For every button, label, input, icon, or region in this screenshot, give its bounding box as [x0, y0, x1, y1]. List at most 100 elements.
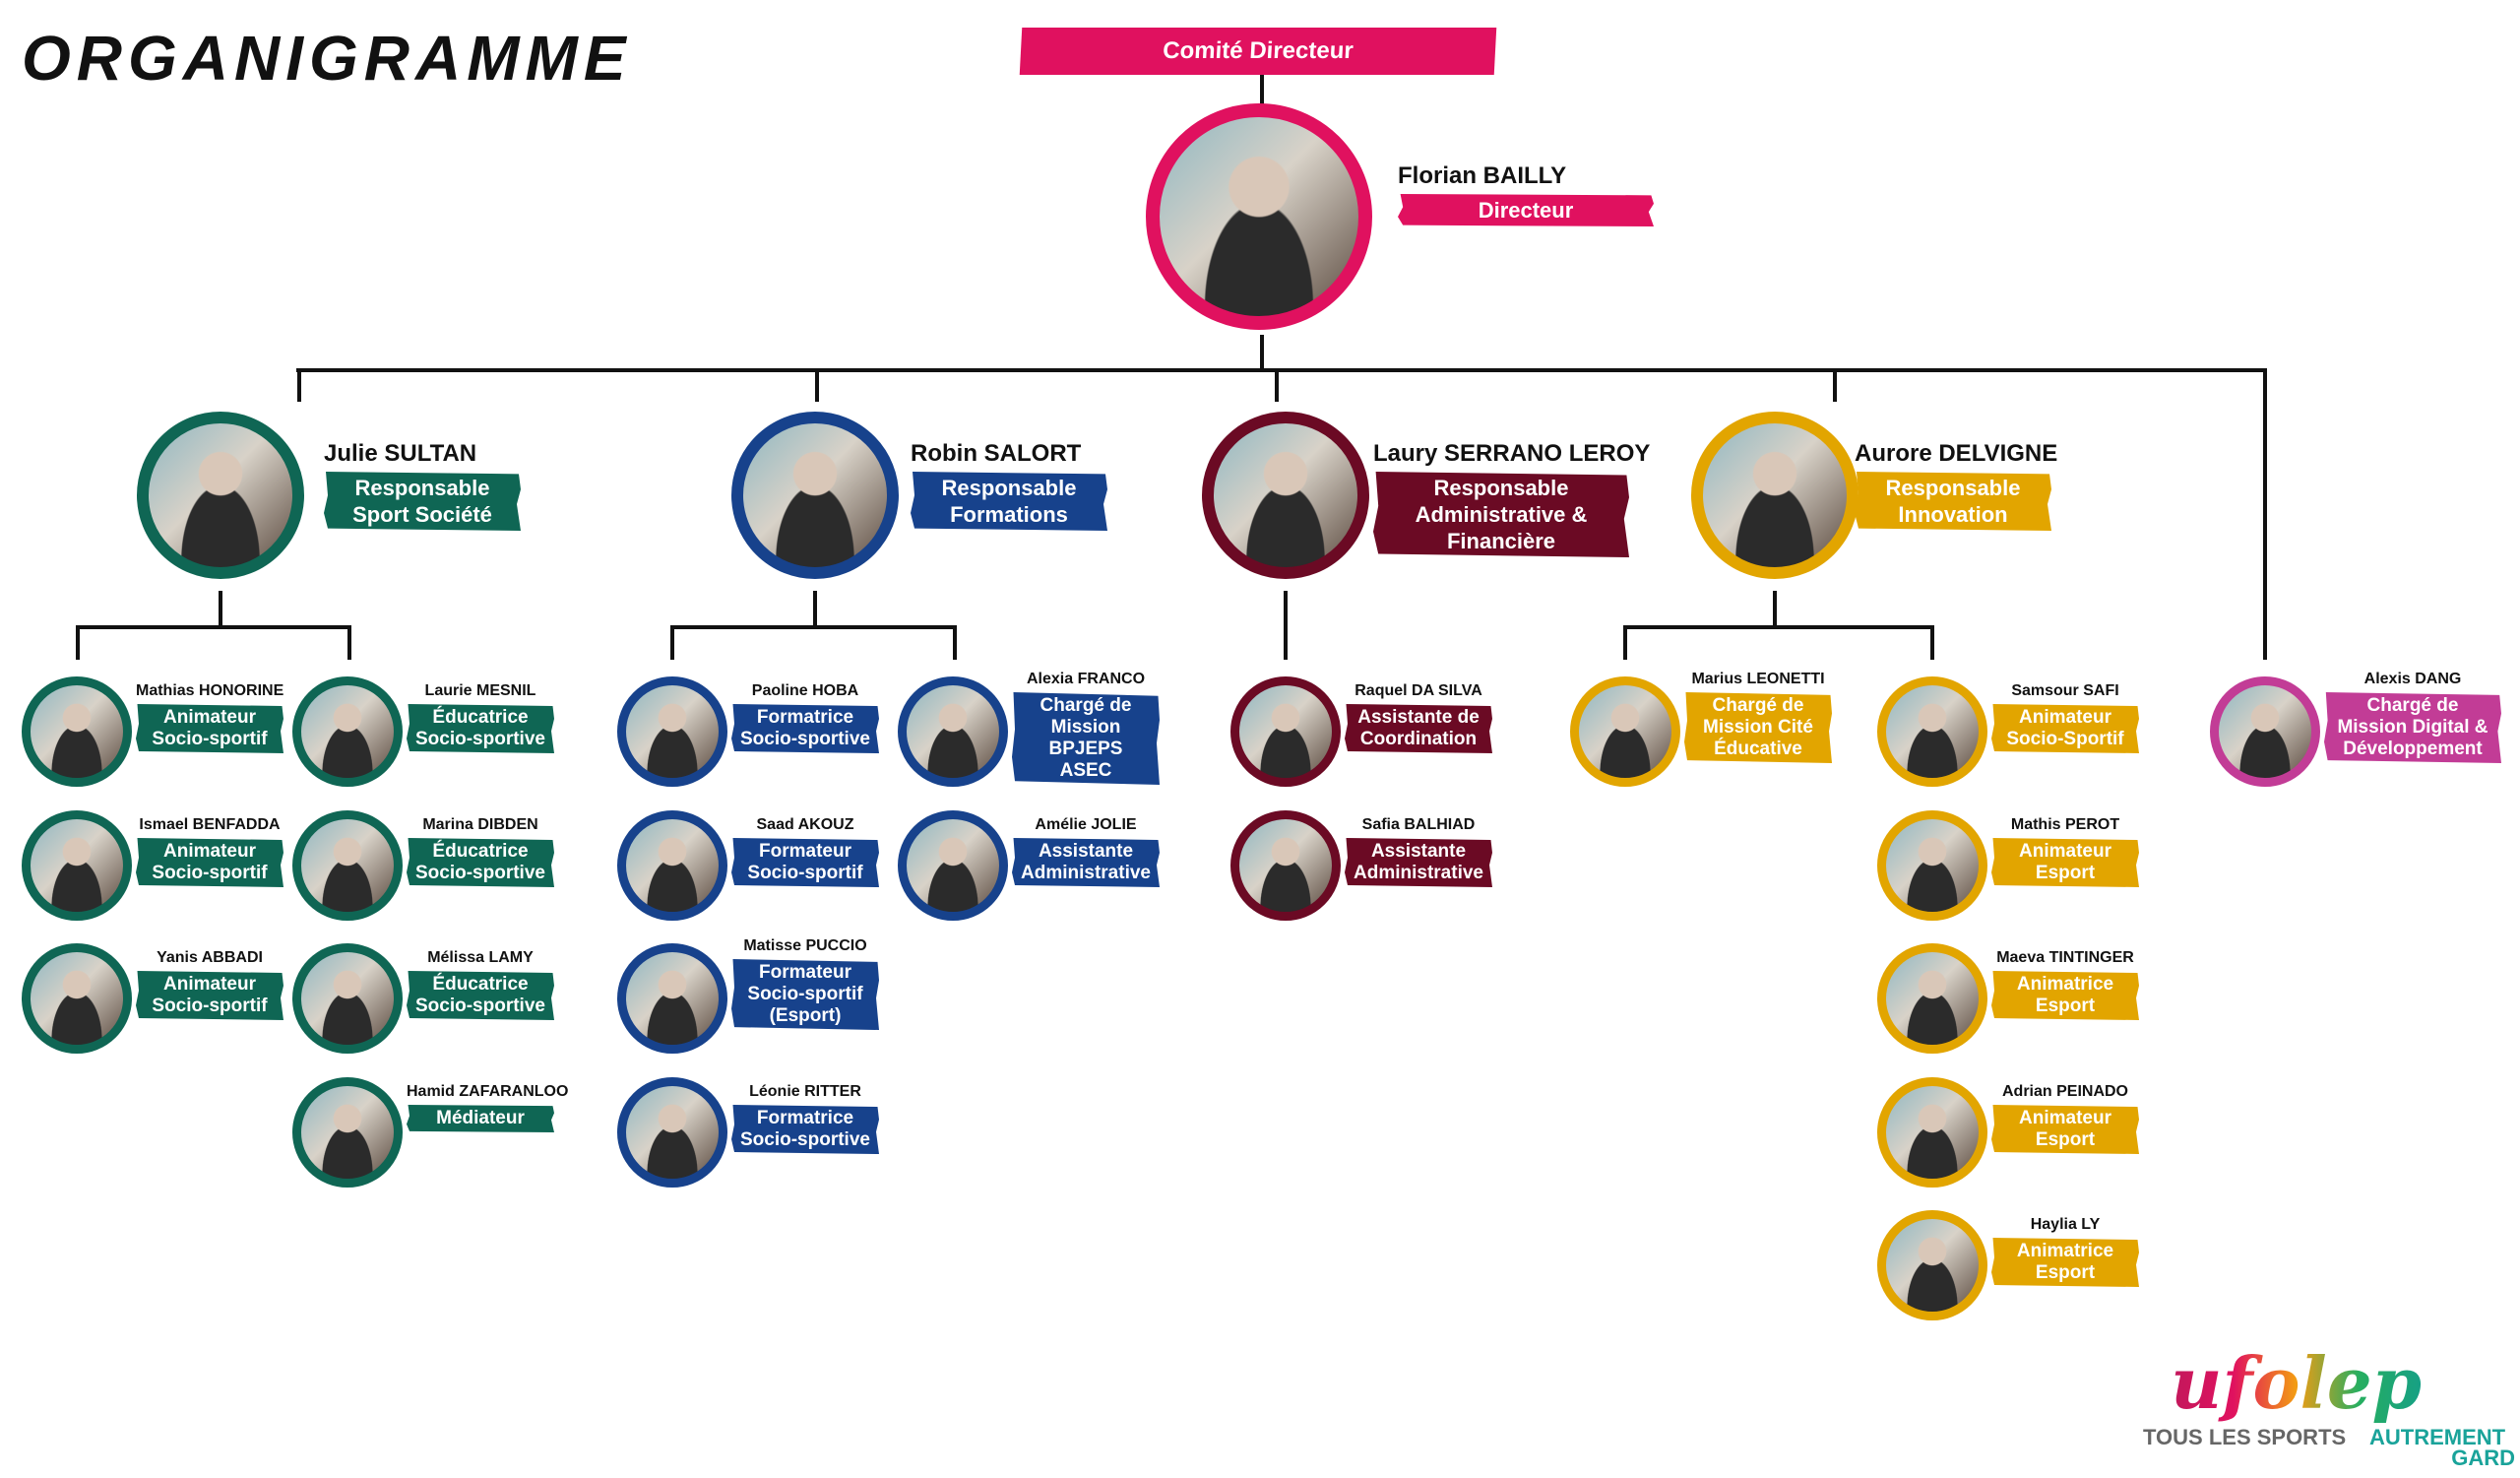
avatar-photo [292, 943, 403, 1054]
person-name: Marina DIBDEN [422, 816, 538, 833]
staff-card: Samsour SAFI Animateur Socio-Sportif [1991, 682, 2139, 753]
person-name: Aurore DELVIGNE [1855, 440, 2058, 467]
manager-card: Laury SERRANO LEROY Responsable Administr… [1373, 440, 1651, 557]
person-name: Safia BALHIAD [1361, 816, 1476, 833]
manager-card: Robin SALORT Responsable Formations [911, 440, 1107, 531]
avatar-photo [1146, 103, 1372, 330]
connector-line [219, 591, 222, 627]
avatar-photo [137, 412, 304, 579]
connector-line [1260, 335, 1264, 370]
avatar-photo [292, 810, 403, 921]
connector-line [815, 368, 819, 402]
manager-card: Aurore DELVIGNE Responsable Innovation [1855, 440, 2058, 531]
role-badge: Assistante Administrative [1012, 838, 1160, 887]
role-badge: Animatrice Esport [1991, 1238, 2139, 1287]
avatar-photo [1877, 1077, 1987, 1188]
connector-line [1284, 591, 1288, 660]
role-badge: Formatrice Socio-sportive [731, 704, 879, 753]
connector-line [296, 368, 2267, 372]
role-badge: Formateur Socio-sportif [731, 838, 879, 887]
avatar-photo [1202, 412, 1369, 579]
logo-tagline: AUTREMENT [2369, 1425, 2506, 1449]
role-badge: Assistante de Coordination [1345, 704, 1492, 753]
page-title: ORGANIGRAMME [22, 23, 632, 94]
role-badge: Responsable Sport Société [324, 472, 521, 531]
connector-line [670, 625, 957, 629]
role-badge: Animateur Socio-sportif [136, 971, 284, 1020]
role-badge: Responsable Innovation [1855, 472, 2051, 531]
staff-card: Raquel DA SILVA Assistante de Coordinatio… [1345, 682, 1492, 753]
connector-line [1623, 625, 1627, 660]
person-name: Raquel DA SILVA [1354, 682, 1482, 699]
role-badge: Éducatrice Socio-sportive [407, 838, 554, 887]
staff-card: Alexia FRANCO Chargé de Mission BPJEPS AS… [1012, 671, 1160, 785]
avatar-photo [22, 676, 132, 787]
staff-card: Alexis DANG Chargé de Mission Digital & D… [2324, 671, 2501, 763]
connector-line [347, 625, 351, 660]
avatar-photo [617, 810, 727, 921]
person-name: Léonie RITTER [749, 1083, 861, 1100]
avatar-photo [1230, 676, 1341, 787]
role-badge: Animateur Socio-sportif [136, 838, 284, 887]
role-badge: Formateur Socio-sportif (Esport) [731, 959, 879, 1030]
role-badge: Chargé de Mission BPJEPS ASEC [1012, 692, 1160, 785]
avatar-photo [1230, 810, 1341, 921]
person-name: Amélie JOLIE [1035, 816, 1137, 833]
avatar-photo [1877, 943, 1987, 1054]
role-badge: Chargé de Mission Cité Éducative [1684, 692, 1832, 763]
role-badge: Éducatrice Socio-sportive [407, 704, 554, 753]
person-name: Mathias HONORINE [136, 682, 284, 699]
role-badge: Assistante Administrative [1345, 838, 1492, 887]
staff-card: Matisse PUCCIO Formateur Socio-sportif (E… [731, 937, 879, 1030]
role-badge: Animatrice Esport [1991, 971, 2139, 1020]
avatar-photo [1691, 412, 1858, 579]
connector-line [1623, 625, 1934, 629]
avatar-photo [1570, 676, 1680, 787]
connector-line [76, 625, 80, 660]
staff-card: Marina DIBDEN Éducatrice Socio-sportive [407, 816, 554, 887]
role-badge: Chargé de Mission Digital & Développemen… [2324, 692, 2501, 763]
staff-card: Amélie JOLIE Assistante Administrative [1012, 816, 1160, 887]
staff-card: Mathis PEROT Animateur Esport [1991, 816, 2139, 887]
staff-card: Marius LEONETTI Chargé de Mission Cité Éd… [1684, 671, 1832, 763]
avatar-photo [898, 676, 1008, 787]
connector-line [953, 625, 957, 660]
person-name: Laurie MESNIL [424, 682, 536, 699]
person-name: Paoline HOBA [751, 682, 859, 699]
person-name: Adrian PEINADO [2001, 1083, 2128, 1100]
person-name: Marius LEONETTI [1691, 671, 1825, 687]
connector-line [76, 625, 351, 629]
avatar-photo [731, 412, 899, 579]
role-badge: Responsable Administrative & Financière [1373, 472, 1629, 557]
connector-line [670, 625, 674, 660]
logo-wordmark: ufolep [2171, 1341, 2422, 1425]
staff-card: Paoline HOBA Formatrice Socio-sportive [731, 682, 879, 753]
avatar-photo [292, 676, 403, 787]
manager-card: Julie SULTAN Responsable Sport Société [324, 440, 521, 531]
connector-line [297, 368, 301, 402]
staff-card: Maeva TINTINGER Animatrice Esport [1991, 949, 2139, 1020]
director-card: Florian BAILLY Directeur [1398, 162, 1654, 226]
staff-card: Léonie RITTER Formatrice Socio-sportive [731, 1083, 879, 1154]
staff-card: Mathias HONORINE Animateur Socio-sportif [136, 682, 284, 753]
person-name: Laury SERRANO LEROY [1373, 440, 1651, 467]
avatar-photo [1877, 676, 1987, 787]
role-badge: Animateur Socio-sportif [136, 704, 284, 753]
connector-line [813, 591, 817, 627]
avatar-photo [22, 810, 132, 921]
staff-card: Haylia LY Animatrice Esport [1991, 1216, 2139, 1287]
staff-card: Saad AKOUZ Formateur Socio-sportif [731, 816, 879, 887]
avatar-photo [617, 1077, 727, 1188]
role-badge: Animateur Esport [1991, 1105, 2139, 1154]
person-name: Mathis PEROT [2010, 816, 2120, 833]
role-badge: Responsable Formations [911, 472, 1107, 531]
staff-card: Yanis ABBADI Animateur Socio-sportif [136, 949, 284, 1020]
connector-line [1930, 625, 1934, 660]
person-name: Haylia LY [2030, 1216, 2101, 1233]
person-name: Samsour SAFI [2011, 682, 2119, 699]
person-name: Robin SALORT [911, 440, 1082, 467]
staff-card: Mélissa LAMY Éducatrice Socio-sportive [407, 949, 554, 1020]
person-name: Florian BAILLY [1398, 162, 1567, 189]
person-name: Hamid ZAFARANLOO [407, 1083, 569, 1100]
connector-line [1833, 368, 1837, 402]
